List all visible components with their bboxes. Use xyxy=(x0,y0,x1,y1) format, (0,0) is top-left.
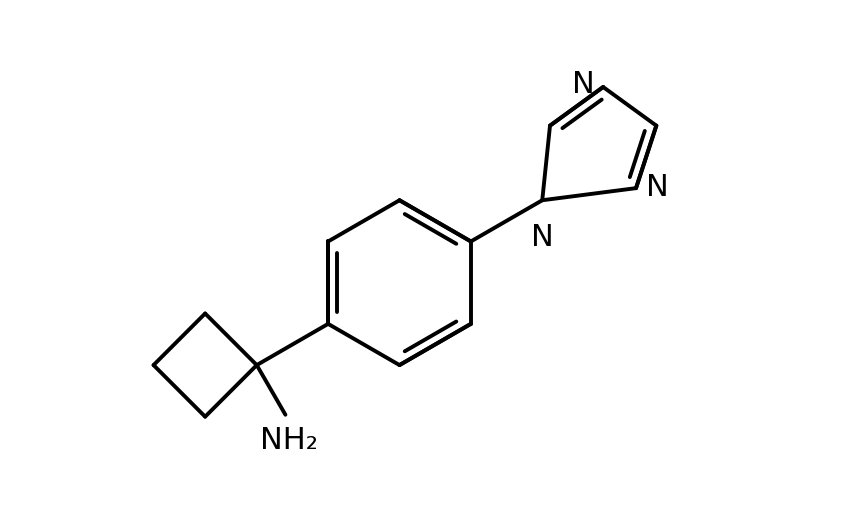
Text: N: N xyxy=(646,173,669,202)
Text: N: N xyxy=(530,222,554,251)
Text: NH₂: NH₂ xyxy=(260,426,318,455)
Text: N: N xyxy=(572,70,594,99)
